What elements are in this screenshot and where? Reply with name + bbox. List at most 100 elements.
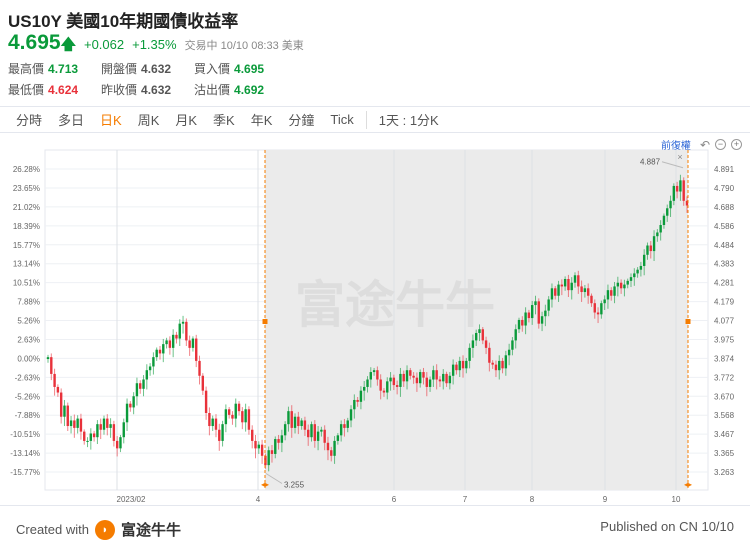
candle-body <box>214 418 218 430</box>
tab-tick[interactable]: Tick <box>330 112 354 127</box>
tab-monthly-k[interactable]: 月K <box>175 113 198 128</box>
candle-body <box>326 442 330 451</box>
candle-body <box>372 370 376 373</box>
high-leader <box>661 161 684 169</box>
candle-body <box>445 373 448 384</box>
y-left-tick: 21.02% <box>13 203 40 212</box>
candle-body <box>313 424 316 441</box>
candle-body <box>666 208 669 216</box>
candle-body <box>514 329 517 341</box>
candle-body <box>333 440 336 456</box>
candle-body <box>412 375 415 378</box>
divider <box>0 505 750 506</box>
candle-body <box>135 383 139 397</box>
candle-body <box>119 437 122 449</box>
candle-body <box>672 185 676 201</box>
tab-minute[interactable]: 分鐘 <box>288 113 315 128</box>
tab-weekly-k[interactable]: 周K <box>137 113 160 128</box>
candle-body <box>679 180 682 192</box>
y-right-tick: 3.772 <box>714 373 735 382</box>
candle-body <box>76 418 79 428</box>
candle-body <box>102 418 106 430</box>
candle-body <box>366 379 369 387</box>
y-left-tick: 7.88% <box>17 298 40 307</box>
y-right-tick: 4.484 <box>714 241 735 250</box>
candle-body <box>613 286 616 296</box>
candle-body <box>540 316 544 324</box>
watermark: 富途牛牛 <box>295 277 495 333</box>
undo-icon[interactable]: ↶ <box>699 137 710 152</box>
divider <box>0 132 750 133</box>
candle-body <box>83 431 86 441</box>
x-tick: 4 <box>256 495 261 504</box>
candle-body <box>343 424 346 428</box>
selected-range-shade <box>265 150 688 490</box>
y-right-tick: 4.586 <box>714 222 735 231</box>
y-left-tick: 26.28% <box>13 165 40 174</box>
candle-body <box>550 288 554 300</box>
candle-body <box>323 429 326 443</box>
candle-body <box>191 338 195 348</box>
tab-quarterly-k[interactable]: 季K <box>213 113 235 128</box>
candle-body <box>208 413 211 427</box>
price-change-pct: +1.35% <box>132 37 177 52</box>
candle-body <box>198 360 201 376</box>
candle-body <box>175 334 178 339</box>
candle-body <box>642 254 646 266</box>
candle-body <box>369 372 372 380</box>
candle-body <box>316 431 320 441</box>
candle-body <box>389 377 392 382</box>
candle-body <box>46 357 50 360</box>
candle-body <box>201 375 205 391</box>
candle-body <box>422 372 425 378</box>
candle-body <box>656 232 659 237</box>
footer-published: Published on CN 10/10 <box>600 519 734 534</box>
candle-body <box>386 381 389 393</box>
zoom-in-icon[interactable]: + <box>731 139 742 150</box>
candle-body <box>468 347 471 361</box>
tab-multi-day[interactable]: 多日 <box>58 113 85 128</box>
range-drag-icon: ◂▸ <box>261 480 269 489</box>
candle-body <box>527 312 531 319</box>
candle-body <box>247 409 251 430</box>
candle-body <box>606 290 610 300</box>
candle-body <box>501 360 504 369</box>
price-change: +0.062 <box>83 37 125 52</box>
y-left-tick: -13.14% <box>10 449 40 458</box>
candle-body <box>280 435 284 443</box>
candle-body <box>675 185 679 192</box>
candle-body <box>158 349 162 354</box>
y-left-tick: 18.39% <box>13 222 40 231</box>
tab-daily-k[interactable]: 日K <box>100 113 122 128</box>
candlestick-chart[interactable]: 富途牛牛 4.891 26.28% 4.790 23.65% 4.688 21.02% 4.… <box>0 140 750 505</box>
y-left-tick: -7.88% <box>15 411 40 420</box>
candle-body <box>448 375 452 384</box>
stat-bid: 買入價 4.695 <box>194 62 265 76</box>
candle-body <box>399 373 402 387</box>
interval-select[interactable]: 1天 : 1分K <box>378 113 439 128</box>
last-price: 4.695 <box>8 31 61 54</box>
candle-body <box>573 275 577 283</box>
candle-body <box>320 429 323 432</box>
candle-body <box>507 349 511 356</box>
candle-body <box>616 282 620 287</box>
candle-body <box>560 284 564 287</box>
tab-yearly-k[interactable]: 年K <box>250 113 273 128</box>
y-left-tick: -10.51% <box>10 430 40 439</box>
candle-body <box>227 409 231 415</box>
candle-body <box>66 405 69 427</box>
tab-timeshare[interactable]: 分時 <box>16 113 43 128</box>
close-icon[interactable]: × <box>677 152 682 162</box>
zoom-out-icon[interactable]: − <box>715 139 726 150</box>
candle-body <box>122 422 125 438</box>
candle-body <box>185 321 188 341</box>
price-adjust-button[interactable]: 前復權 <box>660 141 691 152</box>
candle-body <box>376 370 379 380</box>
arrow-up-icon: 🡅 <box>60 36 76 53</box>
y-right-tick: 3.874 <box>714 354 735 363</box>
y-left-tick: 0.00% <box>17 354 40 363</box>
chart-toolbar: 前復權 ↶ − + <box>661 137 742 152</box>
candle-body <box>682 180 685 201</box>
candle-body <box>379 379 382 391</box>
candle-body <box>639 265 643 270</box>
